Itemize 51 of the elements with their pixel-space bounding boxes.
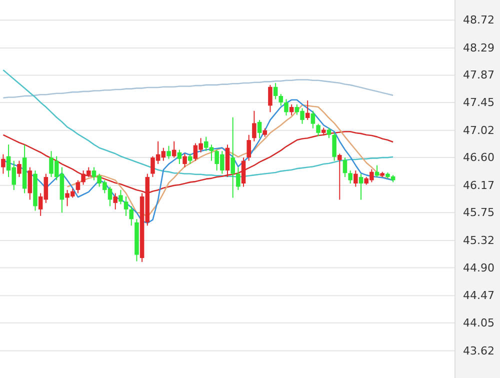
candlestick: [177, 149, 182, 165]
candlestick: [1, 154, 6, 174]
y-tick-label: 48.72: [463, 14, 494, 27]
candlestick: [273, 82, 278, 100]
candlestick: [124, 196, 128, 216]
y-tick-label: 44.90: [463, 261, 494, 274]
candlestick: [342, 157, 348, 178]
line-series: [2, 99, 394, 224]
candlestick: [278, 94, 284, 106]
y-tick-label: 45.75: [463, 206, 494, 220]
y-tick-label: 44.05: [463, 316, 494, 330]
candlestick: [289, 104, 294, 116]
candlestick: [76, 180, 80, 194]
candlestick: [257, 119, 262, 139]
candlestick: [129, 206, 134, 226]
y-tick-label: 47.02: [463, 124, 494, 137]
candlestick: [305, 100, 310, 120]
candlestick: [113, 192, 118, 210]
y-tick-label: 45.32: [463, 234, 494, 248]
candlestick: [332, 132, 336, 162]
candlestick: [118, 189, 123, 205]
y-tick-label: 48.29: [463, 42, 494, 54]
candlestick: [310, 110, 316, 129]
candlestick: [225, 144, 230, 178]
candlestick: [338, 153, 342, 200]
candlestick: [230, 116, 235, 198]
line-series: [66, 104, 394, 218]
candlestick: [172, 140, 176, 158]
candlestick: [246, 134, 251, 162]
candlestick: [28, 166, 32, 200]
candlestick: [252, 110, 256, 142]
candlestick: [316, 123, 320, 137]
y-tick-label: 43.62: [463, 344, 494, 358]
candlestick: [348, 170, 352, 184]
y-tick-label: 47.87: [463, 68, 494, 82]
candlestick: [182, 153, 187, 168]
line-series: [2, 79, 394, 99]
candlestick: [166, 145, 171, 160]
candlestick: [188, 153, 192, 165]
candlestick: [354, 170, 358, 188]
y-tick-label: 46.60: [463, 151, 494, 164]
y-tick-label: 44.47: [463, 289, 494, 302]
candlestick: [17, 160, 22, 178]
y-tick-label: 46.17: [463, 178, 494, 192]
candlestick: [326, 127, 332, 139]
candlestick: [358, 173, 364, 200]
candlestick: [236, 166, 240, 190]
candlestick: [284, 98, 288, 116]
candlestick: [241, 157, 246, 188]
candlestick: [268, 84, 272, 113]
y-tick-label: 47.45: [463, 96, 494, 109]
